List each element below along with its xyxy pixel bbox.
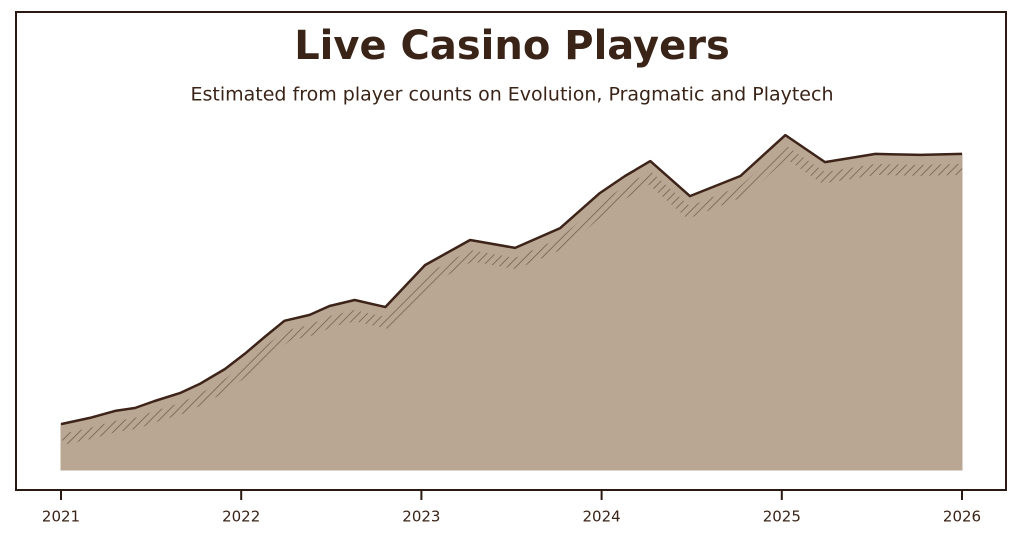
chart-subtitle: Estimated from player counts on Evolutio… — [190, 84, 833, 106]
area-hatch — [61, 145, 962, 445]
x-tick-label: 2026 — [943, 508, 981, 526]
chart-title: Live Casino Players — [294, 23, 730, 69]
x-tick-label: 2021 — [42, 508, 80, 526]
area-line — [60, 133, 963, 426]
plot: 2021 2022 2023 2024 2025 2026 — [16, 133, 1006, 526]
x-tick-label: 2025 — [763, 508, 801, 526]
x-tick-label: 2022 — [222, 508, 260, 526]
x-tick-label: 2024 — [583, 508, 621, 526]
x-tick-label: 2023 — [402, 508, 440, 526]
